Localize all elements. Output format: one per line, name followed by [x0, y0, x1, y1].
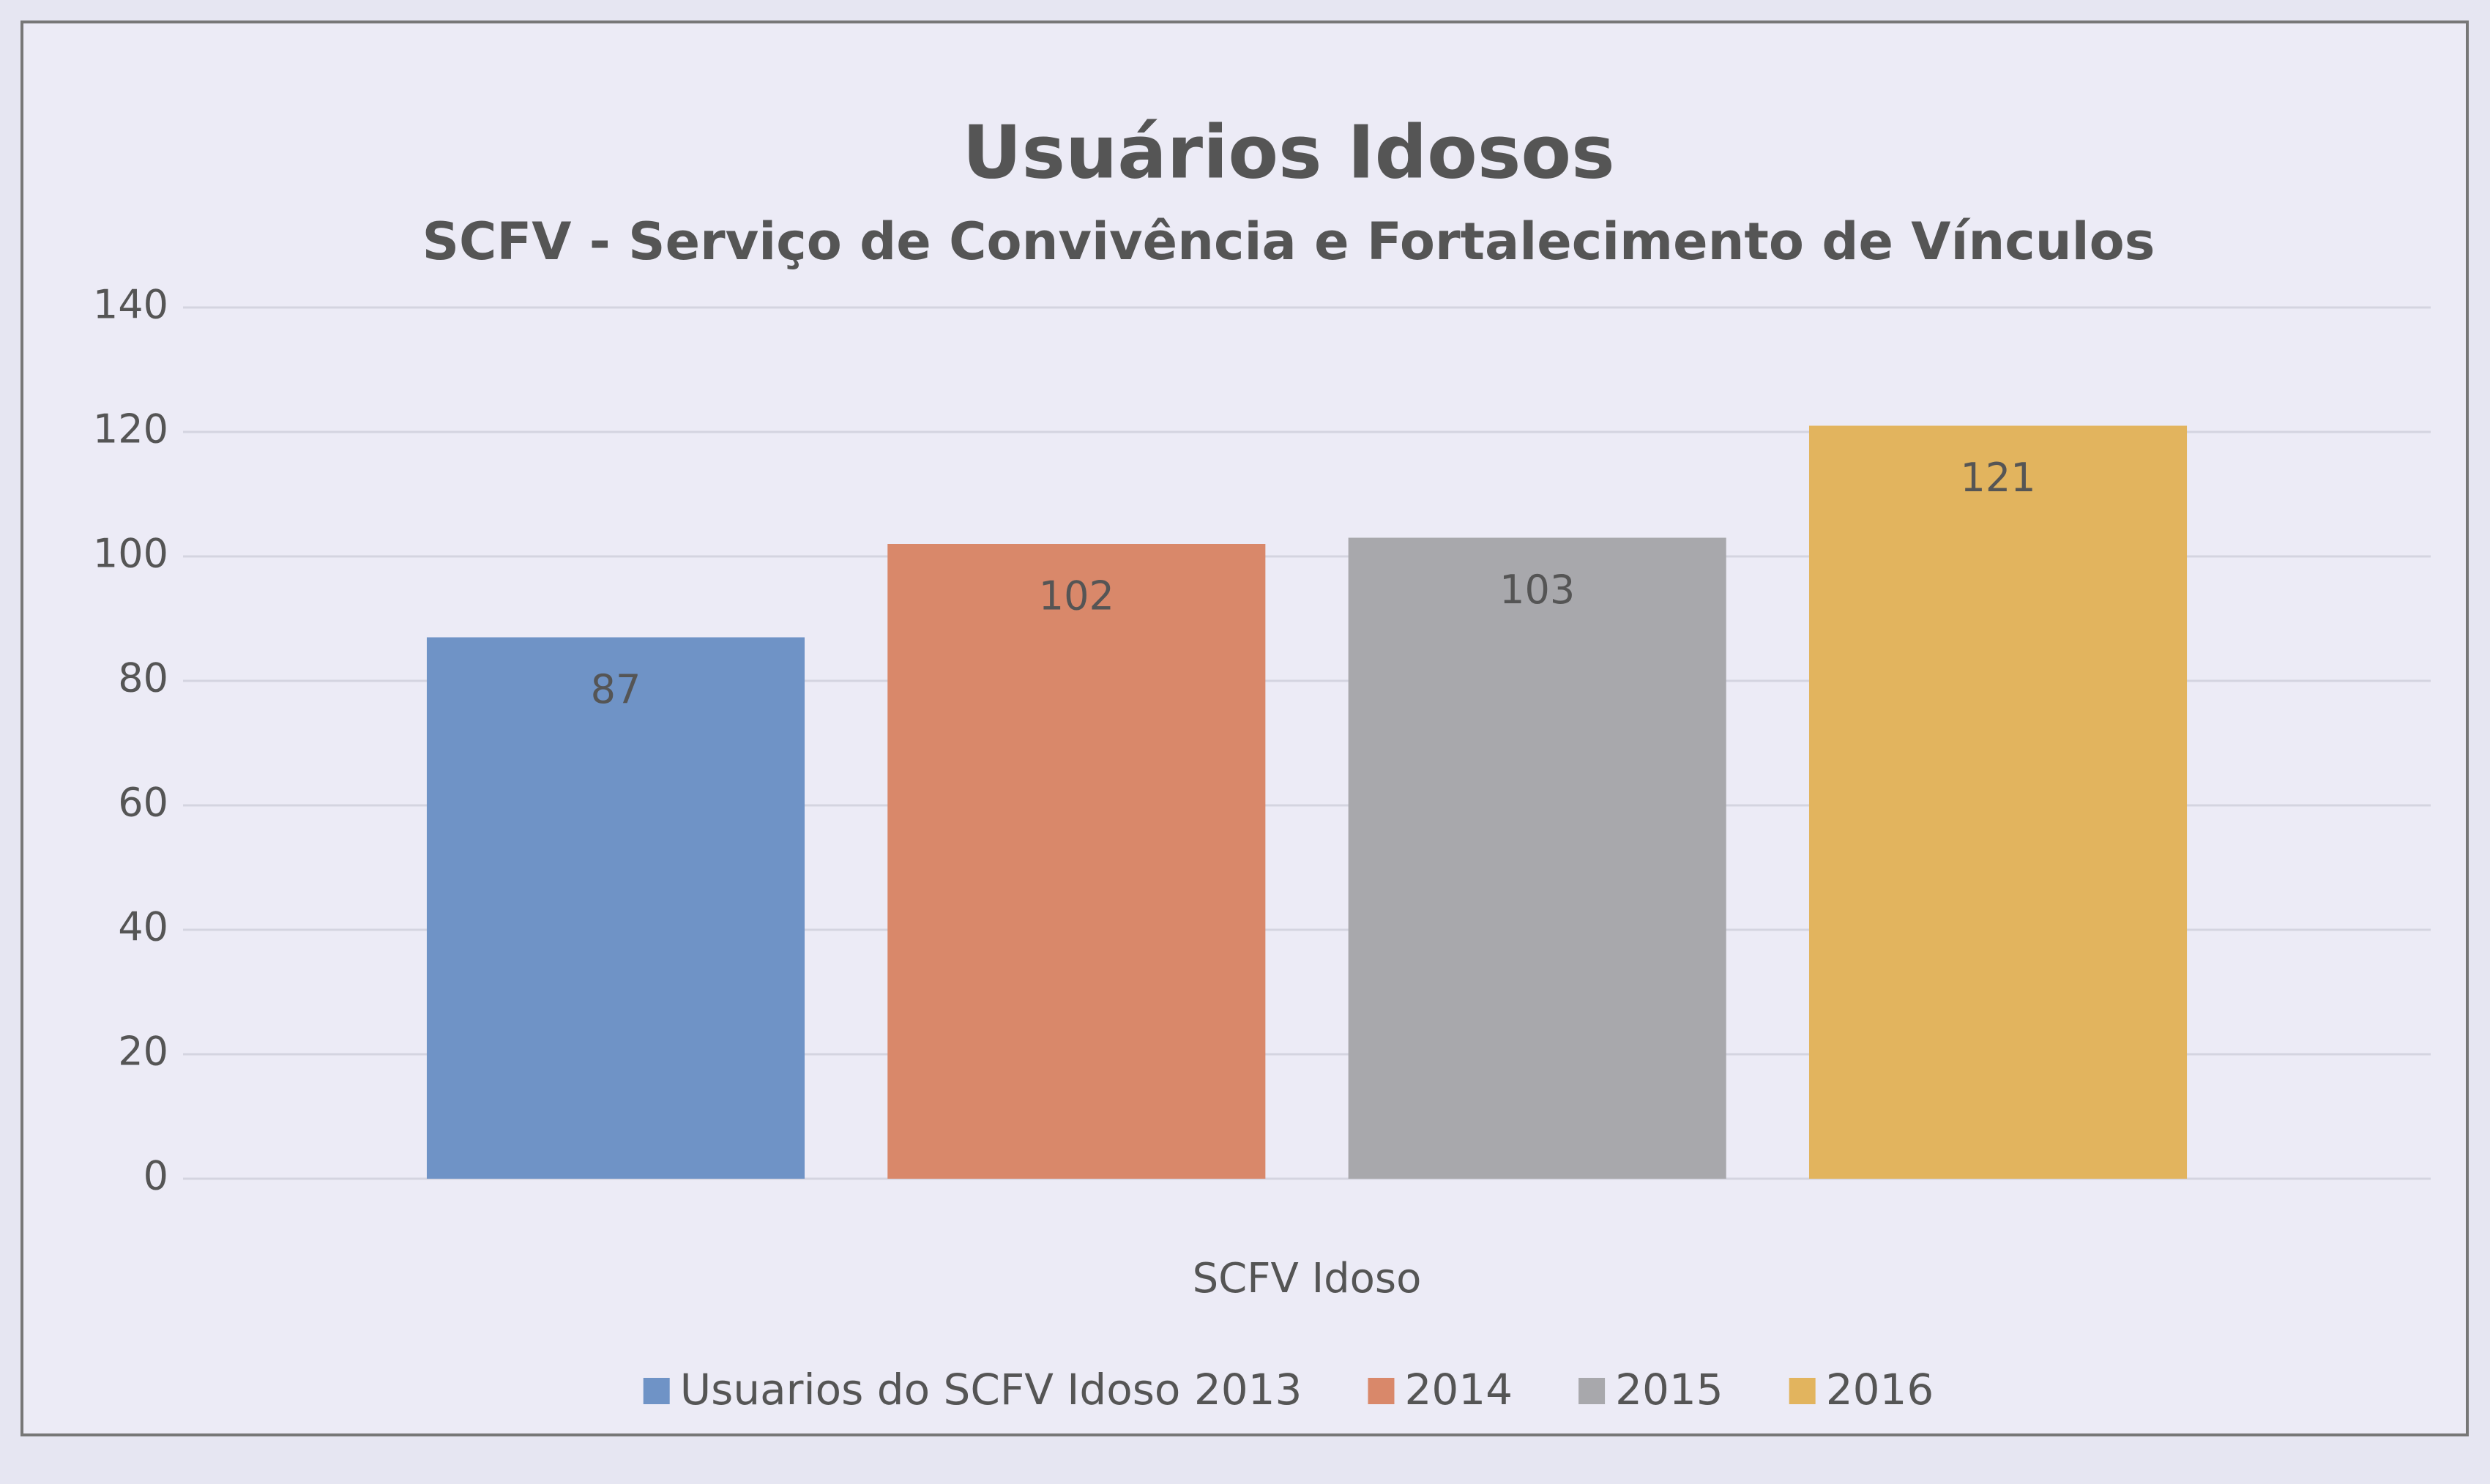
- bar: [426, 637, 805, 1179]
- y-tick-label: 20: [118, 1029, 168, 1075]
- y-tick-label: 0: [143, 1153, 168, 1199]
- data-label: 103: [1499, 567, 1575, 613]
- legend-swatch: [1368, 1378, 1395, 1404]
- bar: [887, 544, 1266, 1179]
- legend-swatch: [1578, 1378, 1606, 1404]
- y-tick-label: 140: [93, 282, 168, 328]
- y-tick-label: 80: [118, 655, 168, 701]
- data-label: 102: [1039, 573, 1114, 619]
- bar: [1348, 537, 1726, 1179]
- x-tick-label: SCFV Idoso: [1193, 1255, 1422, 1302]
- legend-swatch: [1789, 1378, 1816, 1404]
- legend-swatch: [643, 1378, 670, 1404]
- bar: [1808, 425, 2188, 1179]
- legend-label: Usuarios do SCFV Idoso 2013: [680, 1365, 1302, 1414]
- y-tick-label: 100: [93, 531, 168, 577]
- legend-label: 2015: [1615, 1365, 1723, 1414]
- y-tick-label: 120: [93, 406, 168, 452]
- chart-title: Usuários Idosos: [962, 109, 1614, 195]
- data-label: 121: [1960, 455, 2035, 501]
- chart-subtitle: SCFV - Serviço de Convivência e Fortalec…: [422, 212, 2155, 272]
- legend-label: 2016: [1826, 1365, 1934, 1414]
- y-tick-label: 60: [118, 780, 168, 826]
- data-label: 87: [591, 666, 641, 712]
- legend-label: 2014: [1404, 1365, 1513, 1414]
- y-tick-label: 40: [118, 904, 168, 950]
